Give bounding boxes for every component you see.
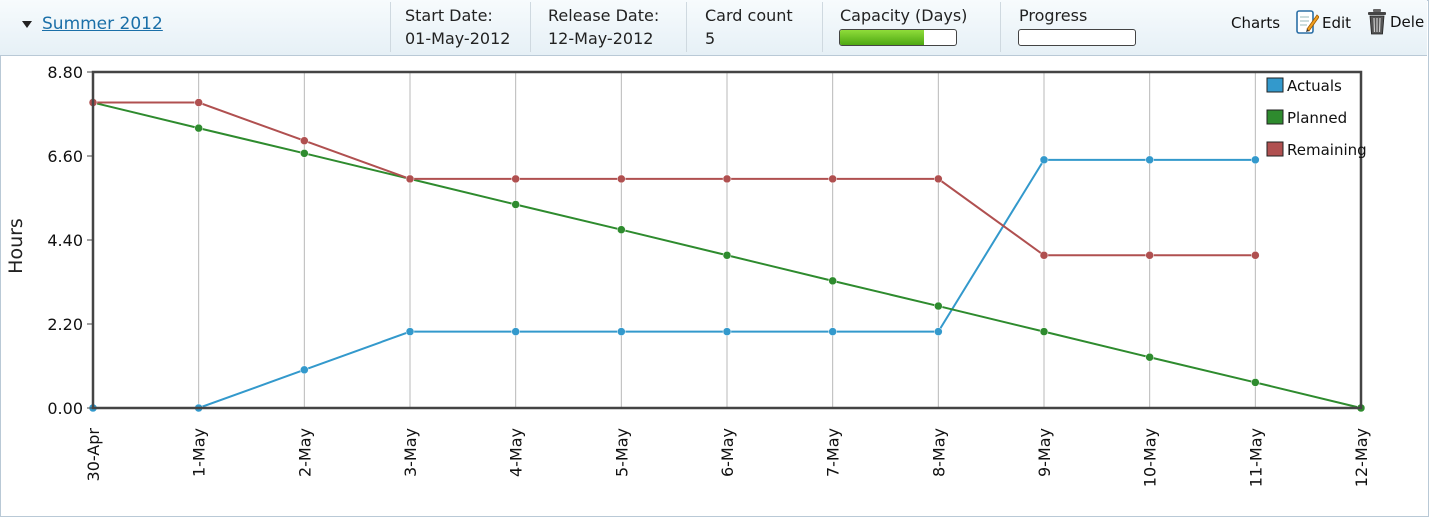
x-tick-label: 4-May <box>507 428 526 477</box>
planned-point <box>1251 378 1260 387</box>
progress-label: Progress <box>1019 6 1088 25</box>
remaining-point <box>722 174 732 184</box>
x-tick-label: 9-May <box>1035 428 1054 477</box>
capacity-bar-fill <box>840 30 924 45</box>
planned-point <box>511 200 520 209</box>
x-tick-label: 7-May <box>824 428 843 477</box>
remaining-point <box>1145 251 1154 260</box>
burndown-chart-svg: 0.00 2.20 4.40 6.60 8.80 30-Apr 1-May 2-May 3-M… <box>5 63 1371 488</box>
edit-button[interactable]: Edit <box>1295 7 1351 37</box>
chart-grid <box>198 72 1256 408</box>
charts-button[interactable]: Charts <box>1231 14 1280 32</box>
remaining-point <box>194 98 203 107</box>
planned-point <box>194 123 203 133</box>
actuals-line <box>93 158 1256 409</box>
header-divider <box>530 2 531 52</box>
actuals-point <box>300 365 309 375</box>
actuals-point <box>511 327 520 336</box>
y-tick-label: 6.60 <box>47 147 83 166</box>
remaining-point <box>511 174 520 184</box>
y-tick-label: 0.00 <box>47 399 83 418</box>
actuals-point <box>1145 155 1154 165</box>
release-date-value: 12-May-2012 <box>548 29 654 48</box>
y-tick-label: 2.20 <box>47 315 83 334</box>
x-tick-label: 3-May <box>401 428 420 477</box>
y-axis-label: Hours <box>5 218 27 274</box>
release-date-block: Release Date: 12-May-2012 <box>548 4 659 50</box>
delete-button[interactable]: Dele <box>1366 6 1424 36</box>
capacity-block: Capacity (Days) <box>840 4 967 27</box>
x-tick-label: 8-May <box>929 428 948 477</box>
actuals-point <box>828 327 837 336</box>
remaining-point <box>405 174 415 184</box>
remaining-line <box>93 101 1256 257</box>
legend-swatch <box>1266 77 1284 93</box>
x-axis-ticks: 30-Apr 1-May 2-May 3-May 4-May 5-May 6-May 7-Ma… <box>84 428 1371 488</box>
planned-point <box>1145 352 1154 362</box>
card-count-label: Card count <box>705 6 793 25</box>
planned-point <box>828 276 837 286</box>
card-count-value: 5 <box>705 29 716 48</box>
remaining-point <box>934 174 943 184</box>
progress-block: Progress <box>1019 4 1087 27</box>
x-tick-label: 11-May <box>1246 428 1265 487</box>
release-date-label: Release Date: <box>548 6 660 25</box>
remaining-point <box>828 174 837 184</box>
charts-label: Charts <box>1231 14 1281 32</box>
card-count-block: Card count 5 <box>705 4 793 50</box>
actuals-point <box>934 327 943 336</box>
planned-point <box>617 225 626 234</box>
start-date-value: 01-May-2012 <box>405 29 511 48</box>
planned-point <box>300 149 309 158</box>
sprint-name-link[interactable]: Summer 2012 <box>42 14 163 34</box>
start-date-block: Start Date: 01-May-2012 <box>405 4 510 50</box>
x-tick-label: 10-May <box>1141 428 1160 487</box>
actuals-point <box>1039 155 1049 165</box>
legend-label: Remaining <box>1287 141 1367 159</box>
remaining-point <box>617 174 626 184</box>
legend-swatch <box>1266 109 1284 125</box>
trash-icon <box>1368 9 1386 35</box>
remaining-point <box>300 136 309 145</box>
chart-legend: Actuals Planned Remaining <box>1266 77 1367 159</box>
chart-series <box>88 98 1366 413</box>
capacity-label: Capacity (Days) <box>840 6 968 25</box>
planned-point <box>722 251 732 260</box>
progress-bar <box>1018 29 1136 46</box>
header-divider <box>822 2 823 52</box>
planned-point <box>934 301 943 311</box>
x-tick-label: 1-May <box>190 428 209 477</box>
burndown-chart: 0.00 2.20 4.40 6.60 8.80 30-Apr 1-May 2-May 3-M… <box>0 56 1427 515</box>
header-divider <box>686 2 687 52</box>
actuals-point <box>1251 155 1260 165</box>
pencil-page-icon <box>1296 10 1319 34</box>
x-tick-label: 6-May <box>718 428 737 477</box>
capacity-bar <box>839 29 957 46</box>
y-axis-ticks: 0.00 2.20 4.40 6.60 8.80 <box>47 63 93 418</box>
edit-label: Edit <box>1322 14 1352 32</box>
remaining-point <box>1039 251 1049 260</box>
y-tick-label: 8.80 <box>47 63 83 82</box>
legend-label: Planned <box>1287 109 1347 127</box>
actuals-point <box>617 327 626 336</box>
delete-label: Dele <box>1390 13 1425 31</box>
x-tick-label: 30-Apr <box>84 428 103 482</box>
legend-label: Actuals <box>1287 77 1342 95</box>
header-divider <box>390 2 391 52</box>
x-tick-label: 2-May <box>295 428 314 477</box>
sprint-toggle[interactable]: Summer 2012 <box>22 14 163 34</box>
remaining-point <box>1251 251 1260 260</box>
triangle-down-icon[interactable] <box>22 20 32 28</box>
y-tick-label: 4.40 <box>47 231 83 250</box>
x-tick-label: 5-May <box>612 428 631 477</box>
start-date-label: Start Date: <box>405 6 493 25</box>
legend-swatch <box>1266 141 1284 157</box>
release-header: Summer 2012 Start Date: 01-May-2012 Rele… <box>0 0 1427 56</box>
header-divider <box>1000 2 1001 52</box>
actuals-point <box>405 327 415 336</box>
x-tick-label: 12-May <box>1352 428 1371 487</box>
actuals-point <box>722 327 732 336</box>
planned-point <box>1039 327 1049 336</box>
